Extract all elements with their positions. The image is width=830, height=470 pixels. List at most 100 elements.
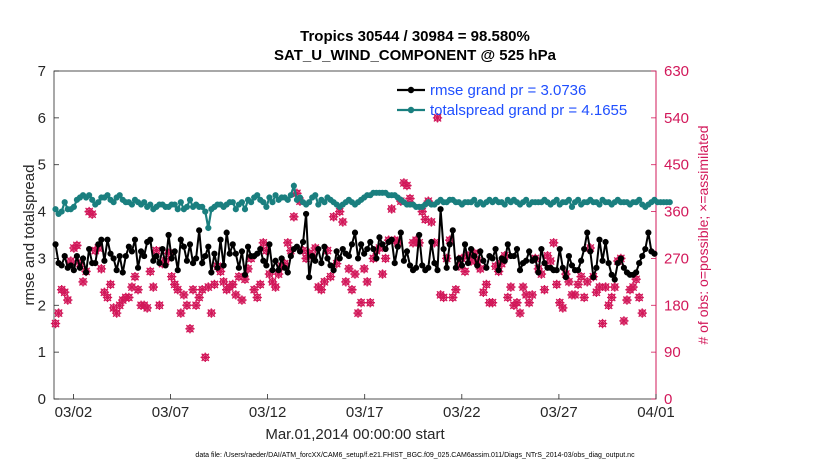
rmse-point <box>397 229 404 236</box>
rmse-point <box>526 248 533 255</box>
rmse-point <box>565 252 573 260</box>
rmse-point <box>532 255 539 262</box>
rmse-point <box>101 257 108 264</box>
rmse-point <box>315 245 322 253</box>
rmse-point <box>581 245 588 253</box>
rmse-point <box>361 250 368 257</box>
rmse-point <box>333 248 340 255</box>
rmse-point <box>645 229 652 236</box>
rmse-point <box>153 252 160 260</box>
rmse-point <box>134 264 142 271</box>
rmse-point <box>376 234 383 241</box>
obs-assimilated-point <box>209 279 220 290</box>
x-tick-label: 03/27 <box>540 404 578 421</box>
rmse-point <box>574 267 582 274</box>
rmse-point <box>296 248 304 255</box>
obs-assimilated-point <box>628 282 638 292</box>
rmse-point <box>419 262 426 269</box>
obs-assimilated-point <box>240 274 250 284</box>
rmse-point <box>449 227 456 234</box>
rmse-point <box>513 245 521 253</box>
rmse-point <box>428 238 435 246</box>
obs-assimilated-point <box>344 264 354 274</box>
totalspread-point <box>110 199 117 206</box>
rmse-point <box>281 264 288 271</box>
x-axis-label: Mar.01,2014 00:00:00 start <box>265 426 445 443</box>
rmse-point <box>611 276 618 283</box>
x-tick-label: 03/07 <box>152 404 190 421</box>
left-axis-label: rmse and totalspread <box>21 165 38 306</box>
left-tick-label: 1 <box>38 344 46 361</box>
obs-assimilated-point <box>622 295 632 305</box>
rmse-point <box>633 269 640 276</box>
obs-assimilated-point <box>365 298 375 308</box>
rmse-point <box>312 257 319 264</box>
rmse-point <box>244 243 252 250</box>
obs-assimilated-point <box>490 261 501 271</box>
obs-assimilated-point <box>170 279 180 290</box>
obs-assimilated-point <box>108 303 119 313</box>
right-tick-label: 360 <box>664 204 689 221</box>
right-tick-label: 450 <box>664 157 689 174</box>
rmse-point <box>150 257 157 264</box>
rmse-point <box>107 250 114 257</box>
obs-assimilated-point <box>503 292 513 303</box>
obs-assimilated-point <box>634 292 644 303</box>
rmse-point <box>217 236 224 243</box>
obs-assimilated-point <box>545 256 556 266</box>
obs-assimilated-point <box>438 292 449 303</box>
rmse-point <box>339 245 346 253</box>
rmse-point <box>464 260 472 267</box>
totalspread-point <box>205 224 212 232</box>
rmse-point <box>272 257 279 264</box>
obs-assimilated-point <box>374 243 385 253</box>
rmse-point <box>599 257 606 264</box>
rmse-point <box>416 231 423 239</box>
obs-assimilated-point <box>124 292 134 303</box>
rmse-point <box>636 260 643 267</box>
obs-assimilated-point <box>524 298 534 308</box>
totalspread-point <box>232 206 239 213</box>
legend-label: rmse grand pr = 3.0736 <box>430 82 586 99</box>
obs-assimilated-point <box>338 217 348 227</box>
rmse-point <box>260 257 267 264</box>
rmse-point <box>211 250 218 257</box>
obs-assimilated-point <box>377 269 388 279</box>
rmse-point <box>596 236 603 243</box>
obs-assimilated-point <box>301 253 311 264</box>
obs-assimilated-point <box>603 300 614 310</box>
totalspread-point <box>202 208 209 215</box>
obs-assimilated-point <box>552 279 562 290</box>
totalspread-point <box>52 206 59 213</box>
left-tick-label: 6 <box>38 110 46 127</box>
obs-assimilated-point <box>218 277 229 287</box>
rmse-point <box>492 245 499 253</box>
obs-assimilated-point <box>87 209 97 219</box>
obs-assimilated-point <box>570 290 580 300</box>
obs-assimilated-point <box>429 238 440 248</box>
obs-assimilated-point <box>264 269 275 279</box>
rmse-point <box>651 250 658 257</box>
totalspread-point <box>636 196 643 203</box>
rmse-point <box>406 262 414 269</box>
obs-assimilated-point <box>50 318 61 329</box>
obs-assimilated-point <box>310 243 320 253</box>
rmse-point <box>593 264 600 271</box>
rmse-point <box>141 252 148 260</box>
obs-assimilated-point <box>594 282 605 292</box>
obs-assimilated-point <box>127 282 137 292</box>
obs-assimilated-point <box>579 292 589 303</box>
obs-assimilated-point <box>417 206 427 217</box>
totalspread-point <box>315 201 322 208</box>
obs-assimilated-point <box>487 298 498 308</box>
rmse-point <box>235 264 242 271</box>
obs-assimilated-point <box>283 238 293 248</box>
obs-assimilated-point <box>99 287 110 297</box>
rmse-point <box>293 243 301 250</box>
totalspread-point <box>321 199 328 206</box>
obs-assimilated-point <box>426 217 437 227</box>
obs-assimilated-point <box>441 253 452 264</box>
rmse-point <box>364 245 371 253</box>
obs-assimilated-point <box>295 196 305 206</box>
obs-assimilated-point <box>420 214 430 225</box>
